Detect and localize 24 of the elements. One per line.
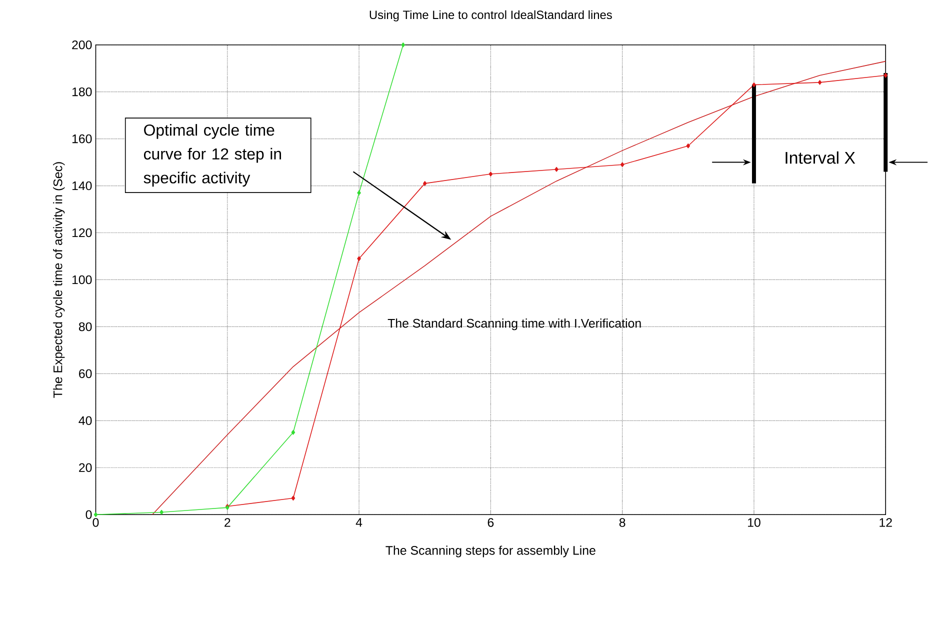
x-tick-label: 12	[880, 518, 892, 527]
x-axis-title: The Scanning steps for assembly Line	[386, 546, 596, 558]
y-tick-label: 60	[79, 369, 92, 378]
y-tick-label: 0	[86, 510, 92, 519]
annotation: The Standard Scanning time with I.Verification	[388, 318, 641, 330]
y-tick-label: 100	[72, 275, 92, 284]
annotation: Optimal cycle time curve for 12 step in specific activity	[144, 124, 281, 186]
x-tick-label: 8	[619, 518, 626, 527]
x-tick-label: 6	[488, 518, 494, 527]
y-tick-label: 140	[72, 181, 92, 190]
chart-title: Using Time Line to control IdealStandard lines	[370, 10, 612, 22]
annotation: Interval X	[786, 151, 856, 164]
x-tick-label: 0	[92, 518, 99, 527]
y-tick-label: 80	[78, 322, 92, 331]
x-tick-label: 10	[748, 518, 760, 527]
y-tick-label: 20	[79, 463, 92, 472]
y-tick-label: 40	[78, 416, 92, 425]
y-axis-title: The Expected cycle time of activity in (Sec)	[53, 162, 65, 398]
y-tick-label: 200	[72, 40, 92, 50]
y-tick-label: 180	[72, 87, 92, 96]
x-tick-label: 4	[356, 518, 362, 527]
x-tick-label: 2	[224, 518, 230, 527]
y-tick-label: 160	[72, 134, 92, 144]
y-tick-label: 120	[72, 228, 92, 238]
